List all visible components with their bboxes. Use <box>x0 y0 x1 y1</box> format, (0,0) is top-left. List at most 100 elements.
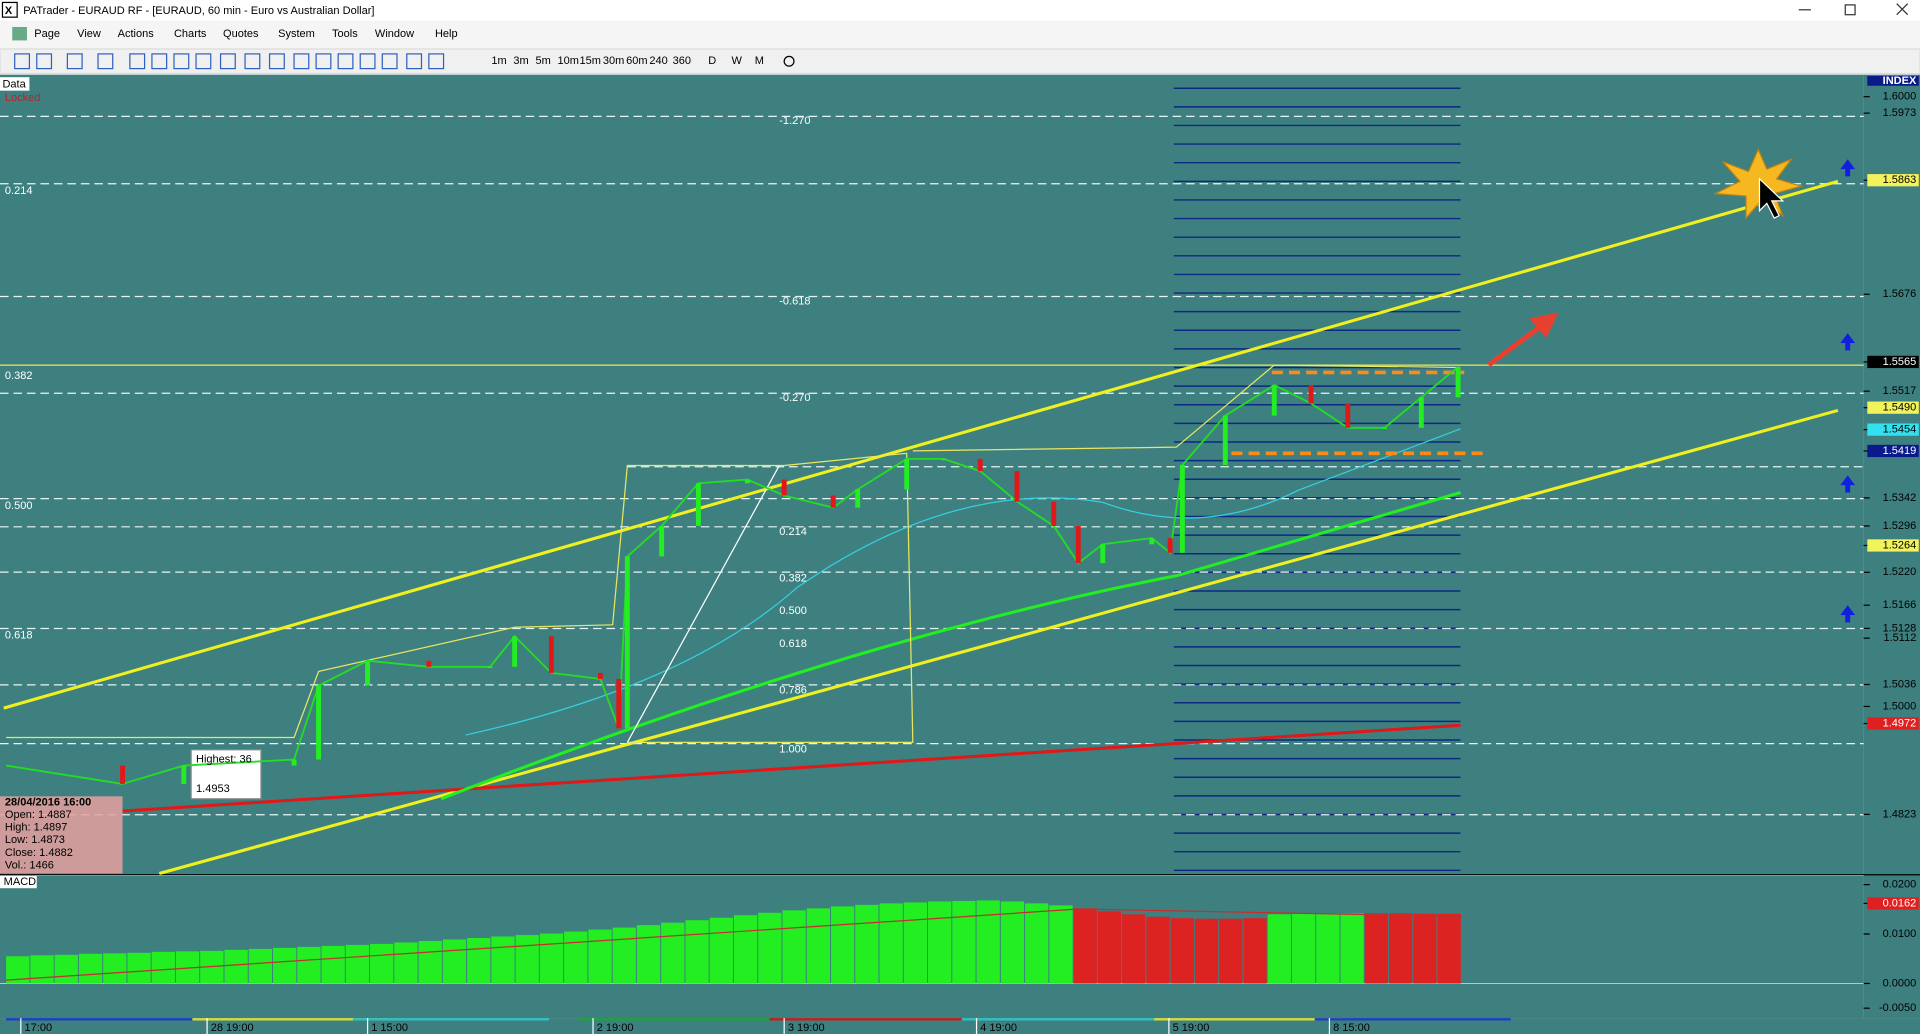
macd-bar <box>1243 918 1267 984</box>
time-strip-segment <box>961 1018 1158 1021</box>
time-strip <box>6 1018 1511 1021</box>
macd-bar <box>345 944 370 984</box>
timeframe-button[interactable]: 15m <box>580 55 601 67</box>
menu-item[interactable]: System <box>278 28 315 40</box>
macd-bar <box>855 904 879 984</box>
menu-item[interactable]: Actions <box>118 28 155 40</box>
tool-icon[interactable] <box>244 53 261 70</box>
tooltip-line: 1.4953 <box>196 783 230 795</box>
macd-signal <box>6 908 1462 981</box>
candle <box>1014 471 1020 502</box>
fib-block <box>1173 87 1461 872</box>
timeframe-button[interactable]: 5m <box>535 55 550 67</box>
macd-bar <box>418 940 442 984</box>
y-tick-label: 1.5490 <box>1883 402 1917 414</box>
tool-icon[interactable] <box>406 53 423 70</box>
tool-icon[interactable] <box>381 53 398 70</box>
macd-y-tick-label: 0.0162 <box>1883 897 1917 909</box>
candle <box>291 759 297 766</box>
clock-button[interactable] <box>783 55 795 67</box>
timeframe-button[interactable]: 1m <box>491 55 506 67</box>
macd-bar <box>1364 913 1388 984</box>
macd-bar <box>297 946 321 984</box>
timeframe-button[interactable]: D <box>708 55 716 67</box>
menu-item[interactable]: Help <box>435 28 458 40</box>
time-label: 8 15:00 <box>1333 1022 1370 1034</box>
macd-bar <box>1291 913 1316 984</box>
channel-lower <box>158 408 1839 875</box>
candle <box>695 483 701 526</box>
menu-item[interactable]: Window <box>375 28 414 40</box>
timeframe-button[interactable]: 10m <box>557 55 578 67</box>
tool-icon[interactable] <box>219 53 236 70</box>
tool-icon[interactable] <box>428 53 445 70</box>
y-tick-label: 1.5264 <box>1883 539 1917 551</box>
macd-highlight <box>1867 897 1919 910</box>
axis-title: INDEX <box>1883 75 1917 87</box>
menu-item[interactable]: Page <box>34 28 60 40</box>
macd-bar <box>1025 903 1049 984</box>
tool-icon[interactable] <box>337 53 354 70</box>
y-tick-label: 1.5454 <box>1883 424 1917 436</box>
candle <box>616 678 622 729</box>
level-lines <box>0 115 1864 816</box>
tool-icon[interactable] <box>315 53 332 70</box>
menu-item[interactable]: View <box>77 28 101 40</box>
timeframe-button[interactable]: 30m <box>603 55 624 67</box>
tool-icon[interactable] <box>14 53 31 70</box>
tool-icon[interactable] <box>151 53 168 70</box>
tool-icon[interactable] <box>36 53 53 70</box>
menu-item[interactable]: Charts <box>174 28 207 40</box>
price-highlight <box>1867 717 1919 730</box>
fib-label: -1.270 <box>779 115 810 127</box>
tool-icon[interactable] <box>173 53 190 70</box>
candle <box>548 636 554 673</box>
time-strip-segment <box>192 1018 389 1021</box>
tool-icon[interactable] <box>359 53 376 70</box>
tool-icon[interactable] <box>195 53 212 70</box>
timeframe-button[interactable]: 60m <box>626 55 647 67</box>
tool-icon[interactable] <box>129 53 146 70</box>
menu-item[interactable]: Tools <box>332 28 358 40</box>
timeframe-button[interactable]: W <box>731 55 742 67</box>
macd-bar <box>830 906 855 984</box>
timeframe-button[interactable]: 3m <box>513 55 528 67</box>
candle <box>1179 464 1185 553</box>
window-controls[interactable] <box>1798 3 1909 16</box>
tool-icon[interactable] <box>268 53 285 70</box>
timeframe-button[interactable]: 240 <box>649 55 667 67</box>
macd-bar <box>151 951 175 984</box>
macd-bar <box>1219 918 1243 984</box>
fib-label: 0.500 <box>5 500 33 512</box>
data-badge <box>0 77 30 91</box>
tool-icon[interactable] <box>66 53 83 70</box>
macd-bar <box>30 955 54 984</box>
tool-icon[interactable] <box>293 53 310 70</box>
macd-bar <box>733 915 758 984</box>
macd-bar <box>636 925 661 984</box>
fib-label: 0.786 <box>779 684 807 696</box>
y-tick-label: 1.4823 <box>1883 808 1917 820</box>
macd-bar <box>879 903 903 984</box>
y-tick-label: 1.5517 <box>1883 385 1917 397</box>
toolbar-icons[interactable] <box>14 53 445 70</box>
macd-bar <box>467 937 491 984</box>
menu-item[interactable]: Quotes <box>223 28 259 40</box>
macd-bar <box>515 935 539 984</box>
y-tick-label: 1.5676 <box>1883 288 1917 300</box>
chart-area <box>0 74 1864 875</box>
macd-bar <box>1194 918 1219 984</box>
macd-bar <box>272 947 297 984</box>
blue-arrows <box>1840 159 1856 623</box>
candle <box>426 660 432 667</box>
tool-icon[interactable] <box>97 53 114 70</box>
macd-bar <box>539 933 564 984</box>
candle <box>1100 544 1106 564</box>
timeframe-button[interactable]: 360 <box>673 55 691 67</box>
y-tick-label: 1.5128 <box>1883 622 1917 634</box>
candle <box>1382 427 1388 430</box>
moving-average-cyan <box>465 428 1461 736</box>
timeframe-button[interactable]: M <box>755 55 764 67</box>
